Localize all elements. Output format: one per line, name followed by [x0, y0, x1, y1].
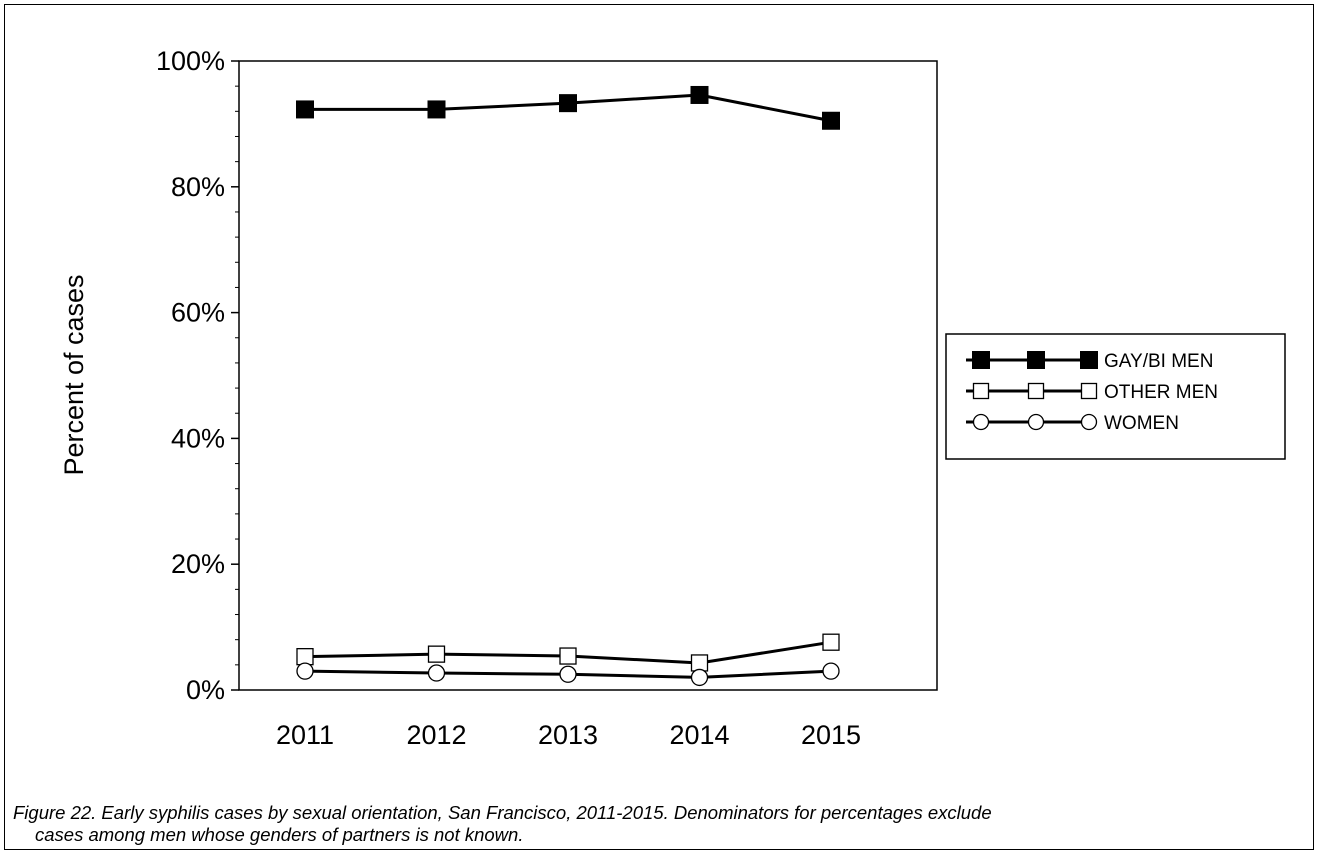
y-axis-title: Percent of cases: [59, 274, 89, 475]
legend-marker: [972, 382, 990, 400]
data-point: [690, 668, 709, 687]
x-tick-label: 2011: [276, 720, 334, 750]
legend-label: GAY/BI MEN: [1104, 351, 1213, 372]
y-tick-label: 60%: [171, 298, 225, 328]
x-tick-label: 2014: [669, 720, 729, 750]
data-point: [296, 100, 314, 119]
legend-marker: [1027, 413, 1045, 431]
legend-item: WOMEN: [966, 413, 1179, 434]
legend-marker: [1080, 351, 1098, 369]
legend-item: GAY/BI MEN: [966, 351, 1213, 372]
legend-box: [945, 333, 1286, 460]
data-point: [822, 111, 840, 130]
legend-marker: [1027, 382, 1045, 400]
figure-frame: 0% 20% 40% 60% 80% 100% 2011 2012 2013 2014 2015 …: [4, 4, 1314, 850]
y-tick-label: 40%: [171, 423, 225, 453]
caption-line-1: Figure 22. Early syphilis cases by sexua…: [13, 802, 992, 823]
y-tick-label: 100%: [156, 46, 225, 76]
y-tick-label: 0%: [186, 675, 225, 705]
x-axis: 2011 2012 2013 2014 2015: [276, 720, 861, 750]
data-point: [559, 647, 577, 665]
data-point: [559, 665, 577, 683]
data-point: [296, 662, 314, 680]
data-point: [822, 662, 840, 680]
data-point: [690, 654, 709, 672]
y-tick-label: 80%: [171, 172, 225, 202]
x-tick-label: 2012: [406, 720, 466, 750]
legend-marker: [1080, 382, 1098, 400]
caption-line-2: cases among men whose genders of partner…: [35, 824, 524, 845]
series-layer: [296, 85, 840, 687]
legend-marker: [1027, 351, 1045, 369]
data-point: [822, 633, 840, 651]
series-other-men: [296, 633, 840, 672]
legend-marker: [972, 351, 990, 369]
x-tick-label: 2015: [801, 720, 861, 750]
plot-area: [238, 60, 938, 691]
x-tick-label: 2013: [538, 720, 598, 750]
data-point: [559, 94, 577, 113]
legend: GAY/BI MEN OTHER MEN WOMEN: [945, 333, 1286, 460]
legend-label: OTHER MEN: [1104, 382, 1218, 403]
data-point: [690, 85, 709, 104]
data-point: [296, 648, 314, 666]
legend-marker: [1080, 413, 1098, 431]
legend-marker: [972, 413, 990, 431]
legend-label: WOMEN: [1104, 413, 1179, 434]
series-gay-bi-men: [296, 85, 840, 130]
data-point: [427, 645, 446, 663]
y-axis: 0% 20% 40% 60% 80% 100%: [156, 46, 239, 705]
legend-item: OTHER MEN: [966, 382, 1218, 403]
y-tick-label: 20%: [171, 549, 225, 579]
data-point: [427, 100, 446, 119]
figure-caption: Figure 22. Early syphilis cases by sexua…: [13, 802, 1313, 846]
line-chart: 0%20%40%60%80%100% 2011 2012 2013 2014 2015 …: [59, 46, 1286, 750]
series-women: [296, 662, 840, 687]
data-point: [427, 664, 446, 682]
